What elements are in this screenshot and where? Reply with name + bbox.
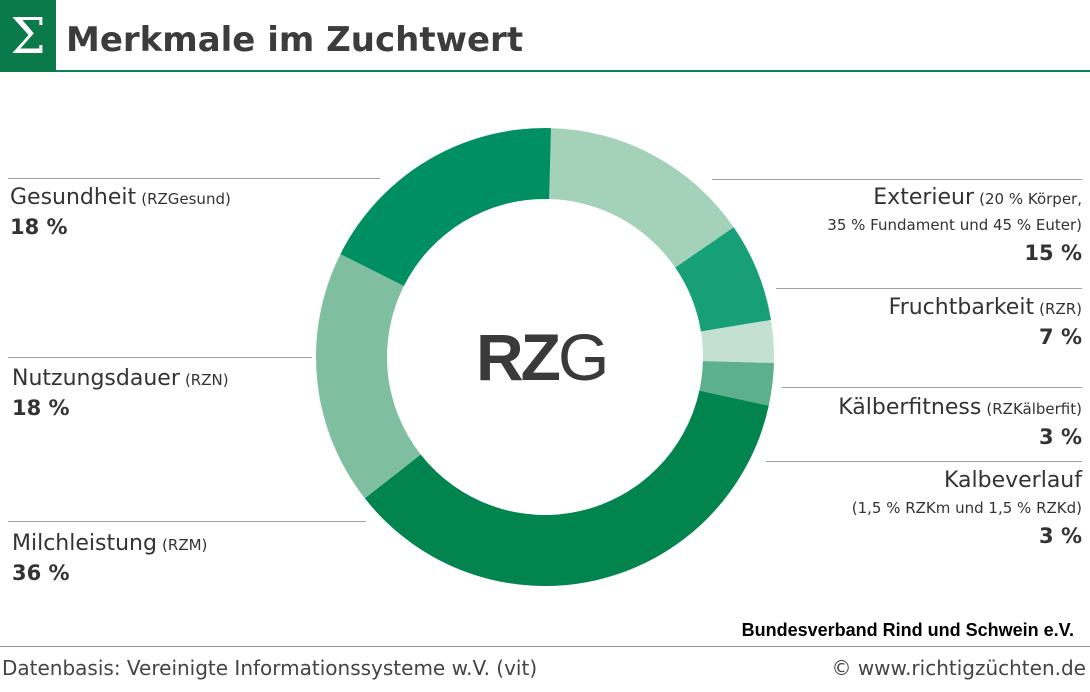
slice-name: Nutzungsdauer bbox=[12, 366, 180, 391]
slice-name: Gesundheit bbox=[10, 185, 137, 210]
slice-abbr: (RZR) bbox=[1039, 300, 1082, 318]
label-rule-gesundheit bbox=[8, 178, 380, 179]
slice-label-gesundheit: Gesundheit (RZGesund) 18 % bbox=[10, 184, 340, 242]
slice-exterieur bbox=[549, 128, 734, 268]
slice-fruchtbarkeit bbox=[675, 227, 771, 332]
footer-divider bbox=[0, 646, 1090, 647]
slice-milchleistung bbox=[364, 390, 769, 587]
page-title: Merkmale im Zuchtwert bbox=[66, 20, 524, 60]
center-label-thin: G bbox=[557, 320, 609, 394]
center-label-bold: RZ bbox=[476, 320, 561, 394]
slice-desc-line2: 35 % Fundament und 45 % Euter) bbox=[827, 216, 1082, 234]
copyright-link[interactable]: © www.richtigzüchten.de bbox=[831, 656, 1086, 680]
slice-value: 18 % bbox=[10, 215, 68, 239]
label-rule-kalbeverlauf bbox=[766, 461, 1082, 462]
slice-desc: (20 % Körper, bbox=[979, 190, 1082, 208]
center-label: RZG bbox=[476, 320, 609, 394]
sigma-logo-icon: Σ bbox=[0, 0, 56, 72]
slice-gesundheit bbox=[340, 127, 551, 287]
slice-label-exterieur: Exterieur (20 % Körper, 35 % Fundament u… bbox=[752, 184, 1082, 268]
title-underline bbox=[56, 70, 1090, 72]
slice-label-kaelberfitness: Kälberfitness (RZKälberfit) 3 % bbox=[752, 394, 1082, 452]
label-rule-fruchtbarkeit bbox=[776, 288, 1082, 289]
slice-name: Kalbeverlauf bbox=[943, 468, 1082, 493]
data-source: Datenbasis: Vereinigte Informationssyste… bbox=[2, 656, 538, 680]
slice-value: 3 % bbox=[1039, 425, 1082, 449]
slice-desc: (1,5 % RZKm und 1,5 % RZKd) bbox=[851, 499, 1082, 517]
slice-label-nutzungsdauer: Nutzungsdauer (RZN) 18 % bbox=[12, 365, 342, 423]
slice-abbr: (RZKälberfit) bbox=[986, 400, 1082, 418]
slice-value: 18 % bbox=[12, 396, 70, 420]
slice-kalbeverlauf bbox=[699, 361, 774, 406]
slice-name: Milchleistung bbox=[12, 531, 157, 556]
slice-nutzungsdauer bbox=[316, 254, 421, 499]
slice-label-kalbeverlauf: Kalbeverlauf (1,5 % RZKm und 1,5 % RZKd)… bbox=[752, 467, 1082, 551]
slice-abbr: (RZN) bbox=[184, 371, 229, 389]
label-rule-nutzungsdauer bbox=[8, 357, 312, 358]
slice-abbr: (RZM) bbox=[162, 536, 208, 554]
slice-value: 3 % bbox=[1039, 524, 1082, 548]
slice-name: Kälberfitness bbox=[838, 395, 982, 420]
label-rule-exterieur bbox=[712, 179, 1082, 180]
slice-name: Exterieur bbox=[873, 185, 975, 210]
slice-label-milchleistung: Milchleistung (RZM) 36 % bbox=[12, 530, 342, 588]
slice-k-lberfitness bbox=[700, 319, 774, 363]
slice-value: 15 % bbox=[1024, 241, 1082, 265]
label-rule-milchleistung bbox=[8, 521, 366, 522]
slice-name: Fruchtbarkeit bbox=[888, 295, 1035, 320]
slice-value: 36 % bbox=[12, 561, 70, 585]
publisher-credit: Bundesverband Rind und Schwein e.V. bbox=[741, 620, 1074, 640]
slice-value: 7 % bbox=[1039, 325, 1082, 349]
label-rule-kaelberfitness bbox=[782, 387, 1082, 388]
slice-label-fruchtbarkeit: Fruchtbarkeit (RZR) 7 % bbox=[752, 294, 1082, 352]
logo-symbol: Σ bbox=[10, 7, 46, 65]
slice-abbr: (RZGesund) bbox=[141, 190, 231, 208]
